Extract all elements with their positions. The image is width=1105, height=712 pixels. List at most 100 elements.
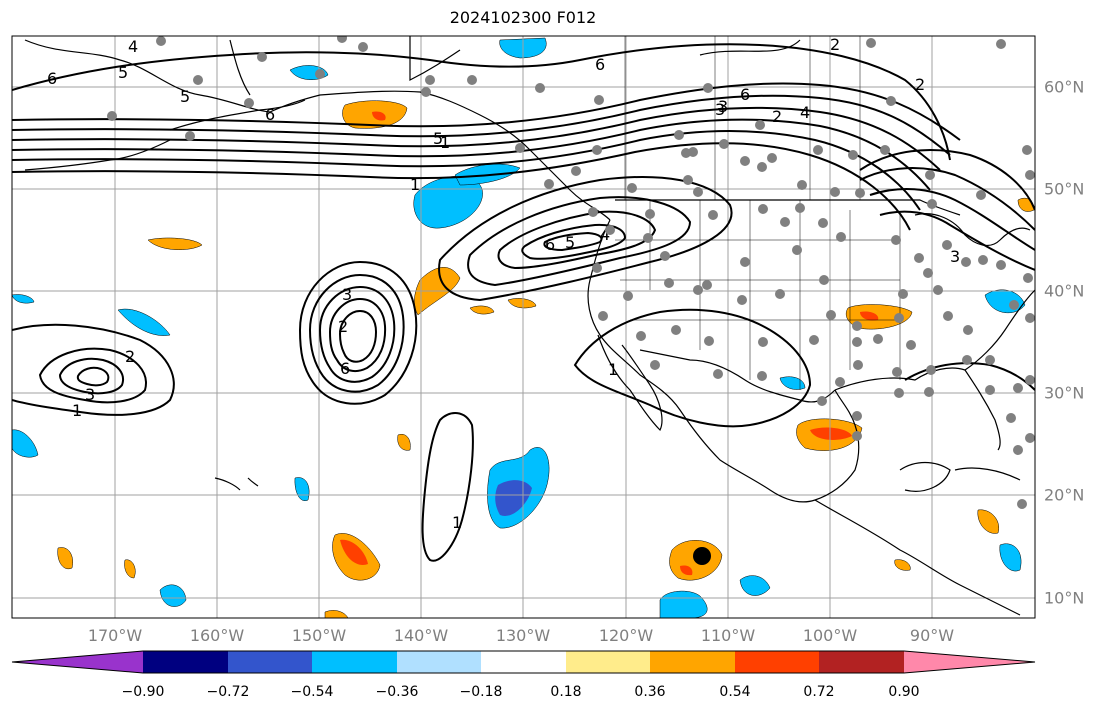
contour bbox=[38, 347, 147, 404]
contour-label: 2 bbox=[830, 35, 840, 54]
colorbar-label: 0.18 bbox=[550, 684, 582, 700]
alaska-peninsula bbox=[169, 99, 306, 131]
positive-anomaly-strong bbox=[680, 565, 693, 576]
contour-label: 6 bbox=[47, 69, 57, 88]
contour bbox=[12, 106, 941, 171]
lon-tick: 140°W bbox=[393, 626, 449, 645]
contour-label: 5 bbox=[433, 129, 443, 148]
contour-label: 3 bbox=[715, 100, 725, 119]
contour-label: 3 bbox=[718, 97, 728, 116]
contour bbox=[318, 285, 396, 383]
colorbar bbox=[11, 650, 1036, 674]
contour-label: 2 bbox=[125, 347, 135, 366]
lon-tick: 100°W bbox=[802, 626, 858, 645]
contour bbox=[12, 82, 961, 141]
hawaii bbox=[214, 477, 259, 491]
contour bbox=[543, 231, 603, 252]
lon-tick: 110°W bbox=[700, 626, 756, 645]
lat-tick: 20°N bbox=[1044, 485, 1085, 505]
colorbar-outline bbox=[11, 650, 1036, 674]
central-america bbox=[814, 499, 1021, 616]
positive-anomaly bbox=[324, 610, 349, 618]
contour bbox=[12, 118, 931, 191]
positive-anomaly bbox=[124, 559, 136, 579]
positive-anomaly bbox=[469, 305, 495, 315]
lat-tick: 60°N bbox=[1044, 77, 1085, 97]
colorbar-label: −0.90 bbox=[121, 684, 165, 700]
contour-label: 6 bbox=[545, 235, 555, 254]
lat-tick: 50°N bbox=[1044, 179, 1085, 199]
contour-label: 6 bbox=[740, 85, 750, 104]
lon-tick: 120°W bbox=[598, 626, 654, 645]
colorbar-segment bbox=[650, 651, 735, 673]
positive-anomaly bbox=[845, 304, 913, 330]
colorbar-segment bbox=[312, 651, 397, 673]
lon-tick: 150°W bbox=[291, 626, 347, 645]
lon-tick: 130°W bbox=[495, 626, 551, 645]
negative-anomaly bbox=[779, 376, 806, 390]
alaska-coast bbox=[24, 39, 611, 221]
positive-anomaly-strong bbox=[372, 111, 386, 121]
florida bbox=[964, 369, 1001, 451]
contour bbox=[869, 187, 1035, 251]
positive-anomaly-strong bbox=[860, 311, 879, 321]
baja-california bbox=[597, 334, 663, 432]
contour-label: 5 bbox=[118, 63, 128, 82]
gulf-coast bbox=[834, 289, 1035, 391]
lat-tick: 40°N bbox=[1044, 281, 1085, 301]
positive-anomaly bbox=[894, 559, 911, 571]
negative-anomaly bbox=[12, 294, 35, 304]
contour bbox=[12, 323, 175, 416]
contour bbox=[12, 43, 951, 161]
negative-anomaly bbox=[12, 429, 39, 458]
contour-label: 1 bbox=[608, 360, 618, 379]
contour-label: 5 bbox=[180, 87, 190, 106]
contour-label: 2 bbox=[915, 75, 925, 94]
positive-anomaly bbox=[397, 434, 411, 451]
colorbar-segment bbox=[228, 651, 312, 673]
positive-anomaly bbox=[977, 509, 1000, 534]
station-markers bbox=[107, 36, 1035, 509]
contour-lines bbox=[12, 43, 1035, 562]
colorbar-label: −0.54 bbox=[290, 684, 334, 700]
colorbar-label: −0.36 bbox=[375, 684, 419, 700]
contour-label: 6 bbox=[265, 105, 275, 124]
positive-anomaly bbox=[507, 298, 537, 309]
lon-tick: 90°W bbox=[909, 626, 955, 645]
colorbar-segment bbox=[819, 651, 904, 673]
colorbar-label: −0.72 bbox=[206, 684, 250, 700]
contour bbox=[521, 223, 627, 260]
map-panel: 6 5 5 4 5 1 2 3 1 3 2 6 5 4 6 2 3 1 1 3 … bbox=[12, 35, 1035, 618]
contour bbox=[328, 297, 387, 373]
negative-anomaly bbox=[159, 584, 187, 607]
contour bbox=[12, 130, 921, 211]
lon-tick: 170°W bbox=[87, 626, 143, 645]
contour bbox=[58, 357, 124, 395]
contour bbox=[76, 366, 110, 387]
contour bbox=[859, 167, 1035, 231]
contour-label: 6 bbox=[340, 359, 350, 378]
positive-anomaly bbox=[57, 547, 73, 570]
contour bbox=[12, 94, 951, 156]
contour-label: 6 bbox=[595, 55, 605, 74]
contour bbox=[12, 142, 911, 231]
storm-center-marker bbox=[693, 547, 711, 565]
positive-anomaly-strong bbox=[340, 539, 368, 565]
west-coast bbox=[587, 219, 860, 503]
contour bbox=[298, 260, 418, 405]
contour bbox=[467, 196, 692, 287]
contour-label: 2 bbox=[772, 107, 782, 126]
map-title: 2024102300 F012 bbox=[449, 8, 597, 27]
map-frame bbox=[11, 35, 1036, 619]
contour-label: 3 bbox=[85, 385, 95, 404]
negative-anomaly bbox=[739, 575, 771, 596]
colorbar-extend-high bbox=[904, 651, 1035, 673]
contour-label: 4 bbox=[800, 103, 810, 122]
contour bbox=[879, 210, 1035, 271]
colorbar-label: 0.72 bbox=[803, 684, 835, 700]
contour-label: 1 bbox=[452, 513, 462, 532]
colorbar-segment bbox=[735, 651, 819, 673]
contour-label: 3 bbox=[342, 285, 352, 304]
lon-tick: 160°W bbox=[189, 626, 245, 645]
